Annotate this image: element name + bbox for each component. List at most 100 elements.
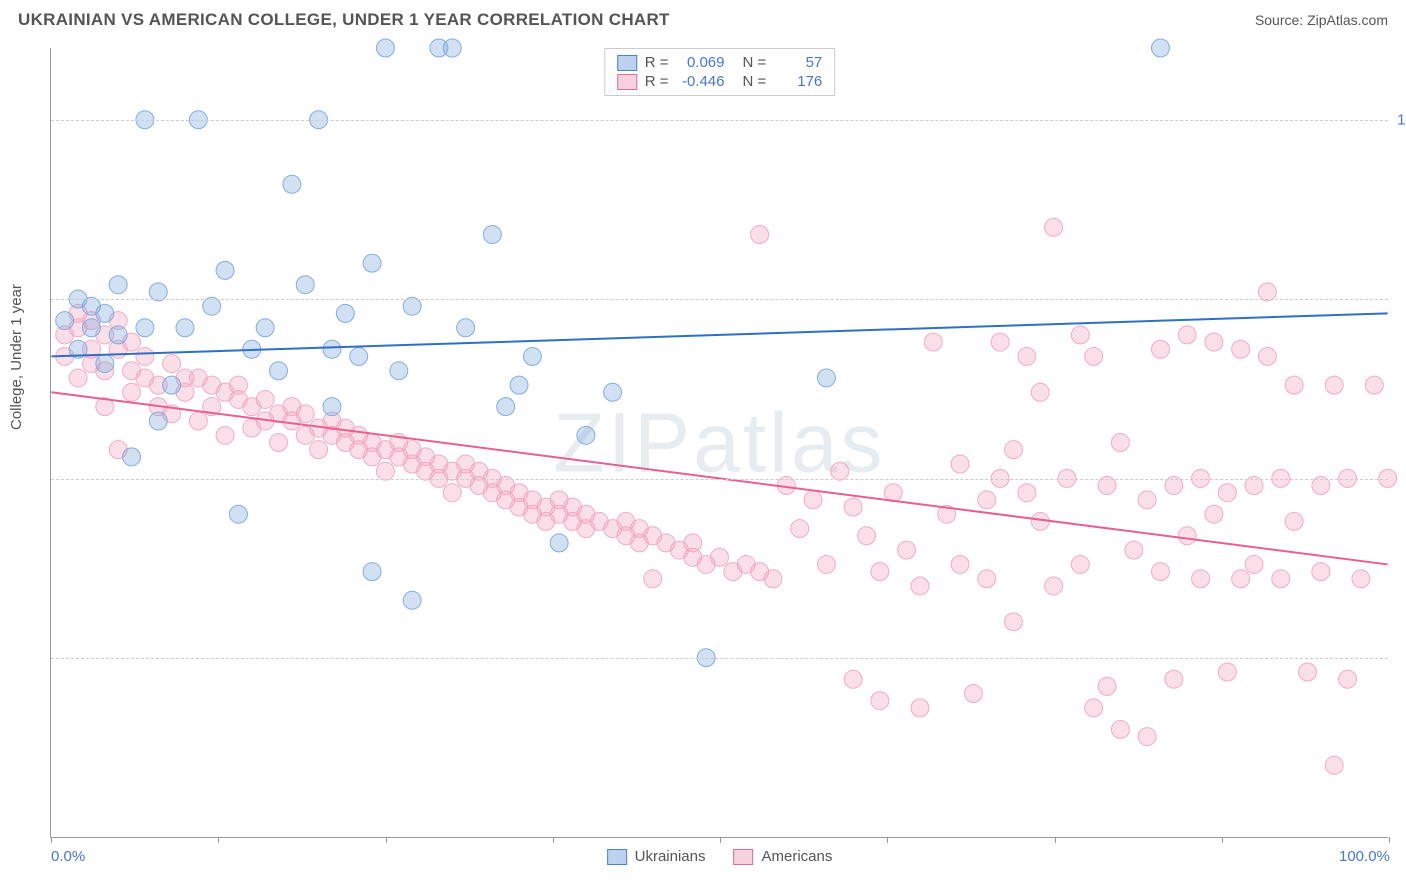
data-point bbox=[323, 398, 341, 416]
data-point bbox=[871, 692, 889, 710]
data-point bbox=[817, 555, 835, 573]
data-point bbox=[1071, 326, 1089, 344]
xtick-label: 100.0% bbox=[1339, 848, 1390, 865]
data-point bbox=[1138, 491, 1156, 509]
data-point bbox=[56, 312, 74, 330]
legend-swatch bbox=[607, 849, 627, 865]
data-point bbox=[256, 319, 274, 337]
data-point bbox=[216, 426, 234, 444]
data-point bbox=[1352, 570, 1370, 588]
xtick-label: 0.0% bbox=[51, 848, 85, 865]
y-axis-label: College, Under 1 year bbox=[8, 284, 25, 430]
data-point bbox=[136, 347, 154, 365]
data-point bbox=[510, 376, 528, 394]
legend-swatch bbox=[617, 55, 637, 71]
data-point bbox=[951, 455, 969, 473]
data-point bbox=[376, 39, 394, 57]
data-point bbox=[189, 412, 207, 430]
xtick bbox=[218, 837, 219, 843]
chart-title: UKRAINIAN VS AMERICAN COLLEGE, UNDER 1 Y… bbox=[18, 10, 670, 30]
data-point bbox=[1285, 512, 1303, 530]
xtick bbox=[887, 837, 888, 843]
data-point bbox=[1258, 283, 1276, 301]
series-legend: UkrainiansAmericans bbox=[607, 848, 833, 865]
data-point bbox=[163, 355, 181, 373]
chart-header: UKRAINIAN VS AMERICAN COLLEGE, UNDER 1 Y… bbox=[0, 0, 1406, 36]
data-point bbox=[1111, 720, 1129, 738]
data-point bbox=[1098, 677, 1116, 695]
data-point bbox=[310, 441, 328, 459]
data-point bbox=[1178, 527, 1196, 545]
data-point bbox=[1151, 340, 1169, 358]
data-point bbox=[1232, 570, 1250, 588]
legend-n-label: N = bbox=[743, 73, 767, 90]
data-point bbox=[1192, 570, 1210, 588]
data-point bbox=[483, 226, 501, 244]
data-point bbox=[978, 491, 996, 509]
series-legend-item: Ukrainians bbox=[607, 848, 706, 865]
data-point bbox=[951, 555, 969, 573]
data-point bbox=[1245, 555, 1263, 573]
data-point bbox=[1218, 663, 1236, 681]
data-point bbox=[323, 340, 341, 358]
data-point bbox=[363, 563, 381, 581]
data-point bbox=[1018, 484, 1036, 502]
data-point bbox=[1045, 577, 1063, 595]
legend-r-value: 0.069 bbox=[677, 54, 725, 71]
data-point bbox=[96, 355, 114, 373]
data-point bbox=[443, 39, 461, 57]
legend-row: R =-0.446N =176 bbox=[617, 72, 823, 91]
data-point bbox=[964, 685, 982, 703]
data-point bbox=[1151, 39, 1169, 57]
series-legend-label: Ukrainians bbox=[635, 848, 706, 865]
data-point bbox=[991, 333, 1009, 351]
data-point bbox=[844, 670, 862, 688]
legend-r-label: R = bbox=[645, 73, 669, 90]
data-point bbox=[924, 333, 942, 351]
data-point bbox=[270, 434, 288, 452]
grid-line bbox=[51, 658, 1388, 659]
data-point bbox=[69, 369, 87, 387]
data-point bbox=[711, 548, 729, 566]
grid-line bbox=[51, 479, 1388, 480]
data-point bbox=[1339, 670, 1357, 688]
data-point bbox=[523, 347, 541, 365]
data-point bbox=[1218, 484, 1236, 502]
data-point bbox=[149, 412, 167, 430]
legend-swatch bbox=[734, 849, 754, 865]
legend-r-label: R = bbox=[645, 54, 669, 71]
data-point bbox=[644, 570, 662, 588]
data-point bbox=[1232, 340, 1250, 358]
data-point bbox=[1325, 376, 1343, 394]
data-point bbox=[443, 484, 461, 502]
xtick bbox=[386, 837, 387, 843]
data-point bbox=[1258, 347, 1276, 365]
scatter-plot-svg bbox=[51, 48, 1388, 837]
data-point bbox=[1178, 326, 1196, 344]
grid-line bbox=[51, 120, 1388, 121]
data-point bbox=[1018, 347, 1036, 365]
data-point bbox=[577, 426, 595, 444]
data-point bbox=[457, 319, 475, 337]
data-point bbox=[1031, 383, 1049, 401]
data-point bbox=[911, 577, 929, 595]
data-point bbox=[123, 448, 141, 466]
data-point bbox=[256, 390, 274, 408]
data-point bbox=[109, 326, 127, 344]
data-point bbox=[1045, 218, 1063, 236]
data-point bbox=[1085, 699, 1103, 717]
data-point bbox=[604, 383, 622, 401]
legend-n-label: N = bbox=[743, 54, 767, 71]
legend-row: R =0.069N =57 bbox=[617, 53, 823, 72]
data-point bbox=[791, 520, 809, 538]
xtick bbox=[1222, 837, 1223, 843]
data-point bbox=[390, 362, 408, 380]
data-point bbox=[136, 319, 154, 337]
xtick bbox=[1389, 837, 1390, 843]
data-point bbox=[1138, 728, 1156, 746]
data-point bbox=[229, 376, 247, 394]
data-point bbox=[1071, 555, 1089, 573]
data-point bbox=[844, 498, 862, 516]
data-point bbox=[1325, 756, 1343, 774]
data-point bbox=[283, 175, 301, 193]
